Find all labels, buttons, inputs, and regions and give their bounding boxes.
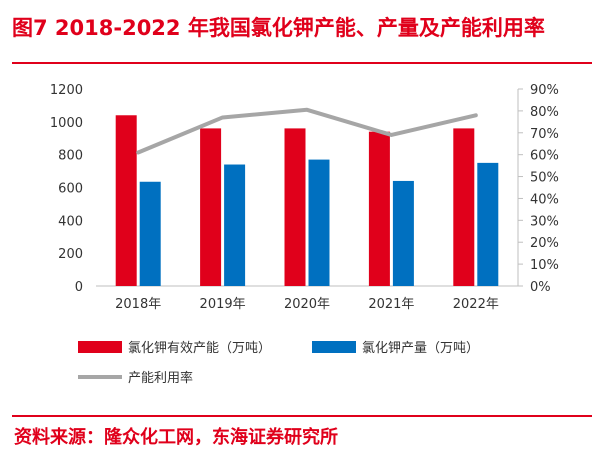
right-axis-tick-label: 90% <box>530 83 559 98</box>
right-axis-tick-label: 70% <box>530 127 559 142</box>
left-axis-tick-label: 0 <box>75 280 83 295</box>
x-axis-tick-label: 2020年 <box>284 297 330 312</box>
utilization-line <box>136 107 478 155</box>
output-bar <box>224 164 246 286</box>
capacity-bar <box>200 128 222 286</box>
output-bar <box>477 162 499 286</box>
capacity-bar <box>368 131 390 286</box>
right-axis-tick-label: 10% <box>530 258 559 273</box>
right-axis-tick-label: 20% <box>530 236 559 251</box>
output-bar <box>139 181 161 286</box>
left-axis-tick-label: 200 <box>58 247 83 262</box>
capacity-bar <box>115 115 137 286</box>
source-note: 资料来源：隆众化工网，东海证券研究所 <box>14 427 338 448</box>
legend-capacity-label: 氯化钾有效产能（万吨） <box>128 341 271 356</box>
chart-title: 图7 2018-2022 年我国氯化钾产能、产量及产能利用率 <box>12 16 545 40</box>
left-axis-tick-label: 1200 <box>50 83 83 98</box>
left-axis-tick-label: 800 <box>58 149 83 164</box>
right-axis-tick-label: 40% <box>530 192 559 207</box>
left-axis-tick-label: 400 <box>58 214 83 229</box>
source-divider <box>12 415 592 417</box>
legend-output-swatch <box>312 341 356 353</box>
right-axis-tick-label: 60% <box>530 149 559 164</box>
chart: 0 200 400 600 800 1000 1200 0% 10% 20% 30% 40% 50% 60… <box>50 83 559 386</box>
right-axis-tick-label: 50% <box>530 171 559 186</box>
legend-utilization-label: 产能利用率 <box>128 370 193 386</box>
legend-capacity-swatch <box>78 341 122 353</box>
legend-output-label: 氯化钾产量（万吨） <box>362 341 479 356</box>
right-axis-tick-label: 0% <box>530 280 551 295</box>
right-axis-tick-label: 80% <box>530 105 559 120</box>
right-axis-tick-label: 30% <box>530 214 559 229</box>
output-bar <box>308 159 330 286</box>
x-axis-tick-label: 2019年 <box>200 297 246 312</box>
left-axis-tick-label: 600 <box>58 182 83 197</box>
title-divider <box>12 62 592 64</box>
x-axis-tick-label: 2021年 <box>368 297 414 312</box>
x-axis-tick-label: 2018年 <box>115 297 161 312</box>
x-axis-tick-label: 2022年 <box>453 297 499 312</box>
capacity-bar <box>453 128 475 286</box>
output-bar <box>392 180 414 286</box>
capacity-bar <box>284 128 306 286</box>
left-axis-tick-label: 1000 <box>50 116 83 131</box>
